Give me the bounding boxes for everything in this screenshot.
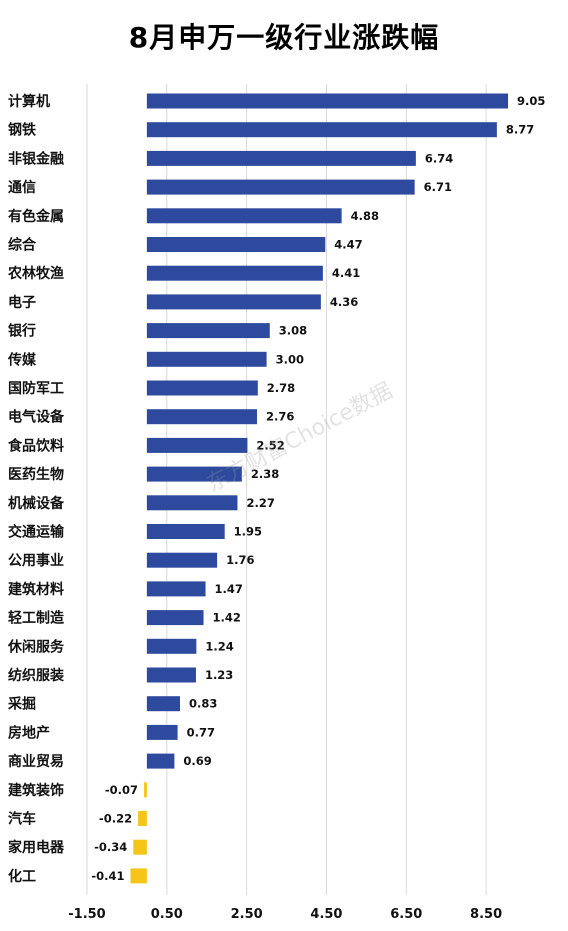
bar <box>146 351 267 367</box>
bar <box>146 638 197 654</box>
category-label: 农林牧渔 <box>7 265 64 282</box>
value-label: 0.77 <box>187 725 215 739</box>
category-label: 化工 <box>8 868 36 885</box>
x-tick-label: -1.50 <box>68 907 105 922</box>
x-tick-label: 4.50 <box>310 907 342 922</box>
value-label: 3.08 <box>279 324 307 338</box>
value-label: 6.71 <box>424 180 452 194</box>
bar <box>146 466 242 482</box>
value-labels: 9.05 8.77 6.74 6.71 4.88 4.47 4.41 4.36 3.08 3.00… <box>91 94 545 883</box>
category-label: 计算机 <box>8 93 50 110</box>
bar <box>146 495 238 511</box>
bar <box>138 811 147 826</box>
x-tick-label: 6.50 <box>390 907 422 922</box>
category-label: 医药生物 <box>8 466 64 483</box>
category-label: 电气设备 <box>8 409 65 426</box>
value-label: 2.27 <box>246 496 274 510</box>
value-label: 2.38 <box>251 467 279 481</box>
category-label: 纺织服装 <box>8 667 65 684</box>
value-label: 2.78 <box>267 381 295 395</box>
value-label: 9.05 <box>517 94 545 108</box>
bar <box>146 724 178 740</box>
x-tick-label: 8.50 <box>470 907 502 922</box>
value-label: 4.36 <box>330 295 358 309</box>
value-label: 4.41 <box>332 266 360 280</box>
category-label: 电子 <box>8 294 36 311</box>
category-label: 公用事业 <box>8 552 64 569</box>
value-label: 6.74 <box>425 151 453 165</box>
category-label: 通信 <box>8 179 36 196</box>
x-tick-label: 0.50 <box>151 907 183 922</box>
bar <box>146 667 196 683</box>
bar <box>146 437 248 453</box>
bar <box>146 208 342 224</box>
value-label: 2.52 <box>256 438 284 452</box>
category-label: 房地产 <box>8 724 50 741</box>
value-label: 1.24 <box>205 639 233 653</box>
grid-lines <box>86 84 487 895</box>
category-labels: 计算机钢铁非银金融通信有色金属综合农林牧渔电子银行传媒国防军工电气设备食品饮料医… <box>7 93 65 885</box>
bar <box>146 93 509 109</box>
bar <box>146 610 204 626</box>
value-label: -0.34 <box>94 840 127 854</box>
bar <box>146 753 175 769</box>
category-label: 建筑材料 <box>8 581 64 598</box>
value-label: 1.47 <box>215 582 243 596</box>
category-label: 采掘 <box>7 696 36 713</box>
bar <box>146 552 218 568</box>
value-label: 3.00 <box>276 352 304 366</box>
value-label: -0.07 <box>105 783 138 797</box>
category-label: 有色金属 <box>8 208 64 225</box>
bar <box>146 237 326 252</box>
value-label: 4.88 <box>351 209 379 223</box>
value-label: 0.69 <box>183 754 211 768</box>
value-label: 8.77 <box>506 123 534 137</box>
category-label: 建筑装饰 <box>8 782 64 799</box>
value-label: -0.22 <box>99 812 132 826</box>
category-label: 钢铁 <box>8 122 36 139</box>
category-label: 汽车 <box>8 811 36 828</box>
bar <box>146 179 415 195</box>
bar <box>146 581 206 597</box>
x-axis-ticks: -1.50 0.50 2.50 4.50 6.50 8.50 <box>68 907 502 922</box>
chart-title: 8月申万一级行业涨跌幅 <box>128 21 440 54</box>
value-label: -0.41 <box>91 869 124 883</box>
bars <box>130 93 509 884</box>
bar <box>130 868 147 884</box>
x-tick-label: 2.50 <box>231 907 263 922</box>
value-label: 1.95 <box>234 525 262 539</box>
value-label: 1.42 <box>213 611 241 625</box>
category-label: 传媒 <box>7 351 37 368</box>
bar <box>146 150 416 166</box>
bar <box>146 323 270 339</box>
category-label: 国防军工 <box>8 380 64 397</box>
bar <box>146 696 180 712</box>
category-label: 商业贸易 <box>8 753 64 770</box>
bar <box>144 782 147 798</box>
value-label: 1.23 <box>205 668 233 682</box>
category-label: 轻工制造 <box>8 610 64 627</box>
value-label: 1.76 <box>226 553 254 567</box>
bar <box>146 524 225 539</box>
bar <box>146 380 258 396</box>
category-label: 食品饮料 <box>8 437 64 454</box>
category-label: 机械设备 <box>8 495 65 512</box>
bar <box>146 409 258 425</box>
bar <box>133 839 147 855</box>
category-label: 交通运输 <box>8 524 65 541</box>
value-label: 0.83 <box>189 697 217 711</box>
category-label: 家用电器 <box>8 839 65 856</box>
value-label: 4.47 <box>334 238 362 252</box>
category-label: 银行 <box>8 323 36 340</box>
category-label: 非银金融 <box>8 150 64 167</box>
bar <box>146 265 323 281</box>
bar <box>146 294 321 310</box>
bar <box>146 122 497 138</box>
category-label: 休闲服务 <box>7 638 65 655</box>
category-label: 综合 <box>8 237 37 254</box>
value-label: 2.76 <box>266 410 294 424</box>
